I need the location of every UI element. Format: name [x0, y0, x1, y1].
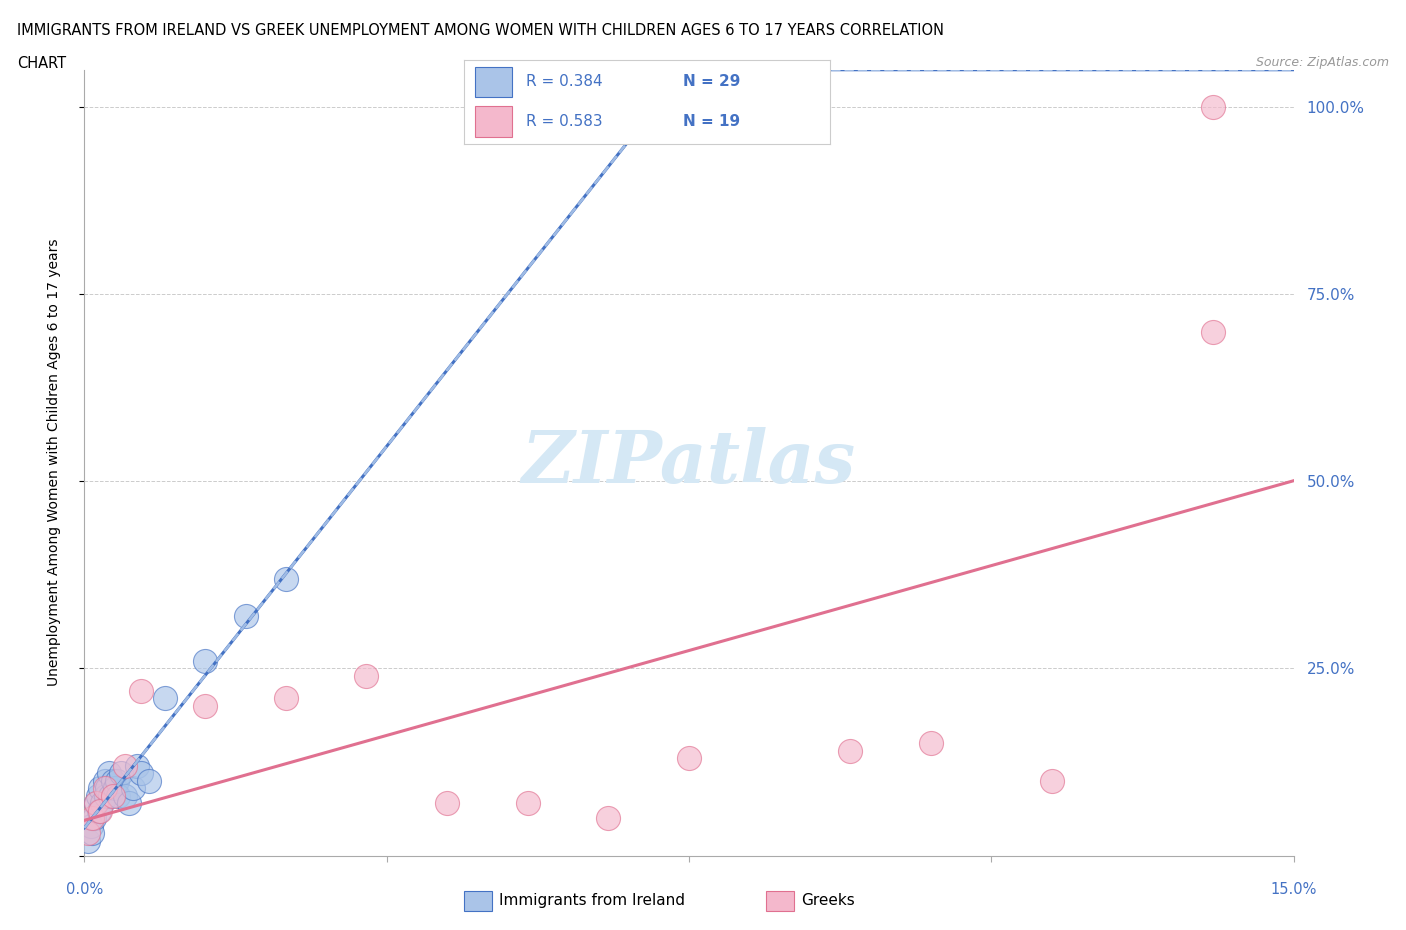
Point	[274, 571, 297, 586]
Y-axis label: Unemployment Among Women with Children Ages 6 to 17 years: Unemployment Among Women with Children A…	[46, 239, 60, 686]
Point	[107, 789, 129, 804]
Text: R = 0.583: R = 0.583	[526, 114, 603, 129]
Point	[83, 811, 105, 826]
Point	[101, 774, 124, 789]
Point	[1202, 325, 1225, 339]
Point	[121, 781, 143, 796]
Point	[94, 789, 117, 804]
Text: IMMIGRANTS FROM IRELAND VS GREEK UNEMPLOYMENT AMONG WOMEN WITH CHILDREN AGES 6 T: IMMIGRANTS FROM IRELAND VS GREEK UNEMPLO…	[17, 23, 943, 38]
Point	[153, 691, 176, 706]
Point	[138, 774, 160, 789]
Point	[89, 781, 111, 796]
Point	[235, 608, 257, 623]
Point	[920, 736, 942, 751]
Text: 0.0%: 0.0%	[66, 882, 103, 897]
Text: R = 0.384: R = 0.384	[526, 73, 603, 89]
Point	[598, 811, 620, 826]
Point	[86, 796, 108, 811]
Point	[678, 751, 700, 765]
Point	[87, 789, 110, 804]
Point	[98, 789, 121, 804]
Point	[274, 691, 297, 706]
Text: N = 19: N = 19	[683, 114, 741, 129]
Text: N = 29: N = 29	[683, 73, 741, 89]
Point	[97, 765, 120, 780]
Point	[356, 669, 378, 684]
Point	[114, 758, 136, 773]
Point	[82, 826, 104, 841]
Point	[86, 796, 108, 811]
Point	[110, 765, 132, 780]
Point	[129, 684, 152, 698]
Text: 15.0%: 15.0%	[1271, 882, 1316, 897]
Point	[93, 781, 115, 796]
Point	[77, 833, 100, 848]
Point	[1202, 100, 1225, 114]
Point	[101, 789, 124, 804]
Point	[114, 789, 136, 804]
Point	[105, 774, 128, 789]
Point	[118, 796, 141, 811]
Point	[80, 818, 103, 833]
Point	[1040, 774, 1063, 789]
Text: CHART: CHART	[17, 56, 66, 71]
FancyBboxPatch shape	[475, 107, 512, 137]
Point	[194, 654, 217, 669]
Point	[516, 796, 538, 811]
Point	[104, 781, 127, 796]
Point	[96, 781, 118, 796]
Point	[87, 804, 110, 818]
Point	[129, 765, 152, 780]
Text: Source: ZipAtlas.com: Source: ZipAtlas.com	[1256, 56, 1389, 69]
Point	[89, 804, 111, 818]
Text: Immigrants from Ireland: Immigrants from Ireland	[499, 893, 685, 908]
Point	[93, 774, 115, 789]
Text: Greeks: Greeks	[801, 893, 855, 908]
FancyBboxPatch shape	[475, 67, 512, 98]
Point	[82, 811, 104, 826]
Point	[91, 796, 114, 811]
Point	[77, 826, 100, 841]
Point	[125, 758, 148, 773]
Text: ZIPatlas: ZIPatlas	[522, 427, 856, 498]
Point	[839, 743, 862, 758]
Point	[436, 796, 458, 811]
Point	[194, 698, 217, 713]
